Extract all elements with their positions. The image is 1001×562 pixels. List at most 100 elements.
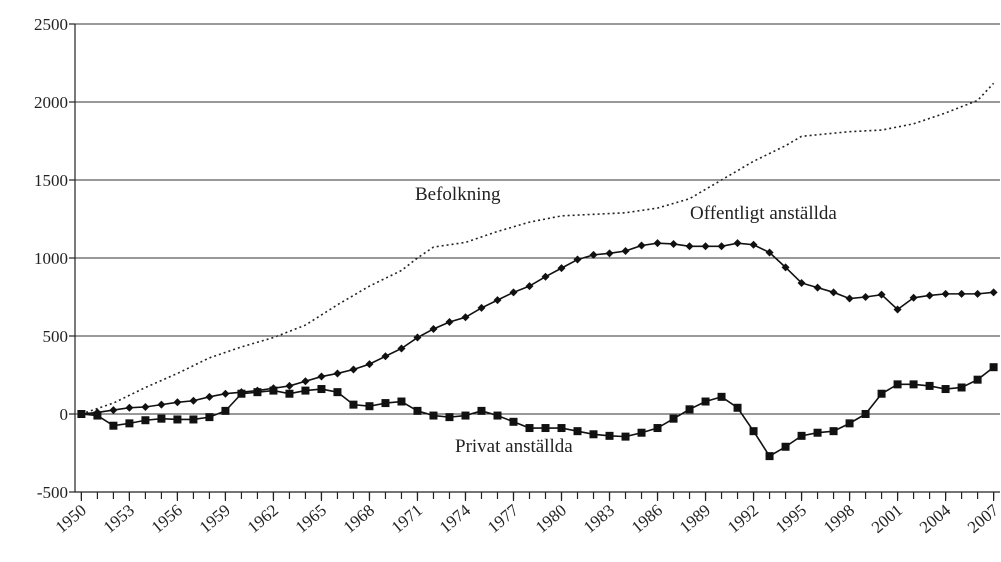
marker: [397, 344, 406, 353]
marker: [365, 360, 374, 369]
marker: [813, 283, 822, 292]
marker: [349, 400, 358, 409]
marker: [317, 372, 326, 381]
x-tick-label: 1983: [580, 501, 618, 537]
marker: [493, 296, 502, 305]
marker: [317, 385, 326, 394]
marker: [525, 424, 534, 433]
marker: [125, 419, 134, 428]
x-tick-label: 1953: [100, 501, 138, 537]
marker: [877, 389, 886, 398]
series-line: [81, 242, 994, 415]
marker: [685, 242, 694, 251]
marker: [557, 264, 566, 273]
marker: [221, 406, 230, 415]
x-tick-label: 1989: [676, 501, 714, 537]
x-tick-label: 2007: [964, 500, 1001, 537]
marker: [973, 289, 982, 298]
x-tick-label: 1950: [52, 501, 90, 537]
marker: [781, 263, 790, 272]
marker: [941, 289, 950, 298]
marker: [429, 411, 438, 420]
marker: [829, 427, 838, 436]
marker: [701, 397, 710, 406]
marker: [989, 363, 998, 372]
marker: [989, 288, 998, 297]
marker: [717, 242, 726, 251]
marker: [669, 239, 678, 248]
x-tick-label: 1992: [724, 501, 762, 537]
marker: [285, 381, 294, 390]
marker: [477, 406, 486, 415]
marker: [765, 452, 774, 461]
marker: [333, 369, 342, 378]
marker: [925, 291, 934, 300]
marker: [685, 405, 694, 414]
marker: [109, 406, 118, 415]
marker: [189, 415, 198, 424]
marker: [893, 380, 902, 389]
marker: [125, 403, 134, 412]
marker: [797, 278, 806, 287]
annotation: Befolkning: [415, 184, 501, 205]
series-line: [81, 82, 995, 415]
marker: [397, 397, 406, 406]
x-tick-label: 1956: [148, 501, 186, 537]
marker: [205, 392, 214, 401]
marker: [381, 399, 390, 408]
marker: [93, 411, 102, 420]
marker: [157, 414, 166, 423]
marker: [909, 380, 918, 389]
marker: [365, 402, 374, 411]
marker: [413, 406, 422, 415]
marker: [973, 375, 982, 384]
marker: [669, 414, 678, 423]
marker: [637, 241, 646, 250]
y-tick-label: -500: [37, 483, 68, 502]
marker: [749, 427, 758, 436]
marker: [637, 428, 646, 437]
x-tick-label: 1971: [388, 501, 426, 537]
marker: [541, 272, 550, 281]
marker: [301, 386, 310, 395]
marker: [845, 419, 854, 428]
marker: [813, 428, 822, 437]
marker: [925, 381, 934, 390]
marker: [573, 255, 582, 264]
x-tick-label: 1995: [772, 501, 810, 537]
marker: [109, 421, 118, 430]
marker: [957, 383, 966, 392]
marker: [733, 239, 742, 248]
marker: [733, 403, 742, 412]
marker: [797, 431, 806, 440]
y-tick-label: 0: [60, 405, 69, 424]
marker: [445, 317, 454, 326]
marker: [829, 288, 838, 297]
marker: [941, 385, 950, 394]
x-tick-label: 2004: [916, 500, 955, 537]
marker: [381, 352, 390, 361]
marker: [541, 424, 550, 433]
marker: [749, 240, 758, 249]
marker: [861, 293, 870, 301]
marker: [701, 242, 710, 251]
marker: [509, 288, 518, 297]
x-tick-label: 1998: [820, 501, 858, 537]
marker: [621, 246, 630, 255]
marker: [877, 290, 886, 299]
marker: [653, 424, 662, 433]
marker: [205, 413, 214, 422]
marker: [221, 389, 230, 398]
marker: [77, 410, 86, 418]
marker: [429, 324, 438, 333]
annotation: Offentligt anställda: [690, 203, 837, 224]
marker: [189, 396, 198, 405]
marker: [173, 415, 182, 424]
x-tick-label: 1968: [340, 501, 378, 537]
y-tick-label: 500: [43, 327, 69, 346]
x-tick-label: 1959: [196, 501, 234, 537]
marker: [237, 389, 246, 398]
x-tick-label: 1974: [436, 500, 475, 537]
marker: [461, 313, 470, 322]
